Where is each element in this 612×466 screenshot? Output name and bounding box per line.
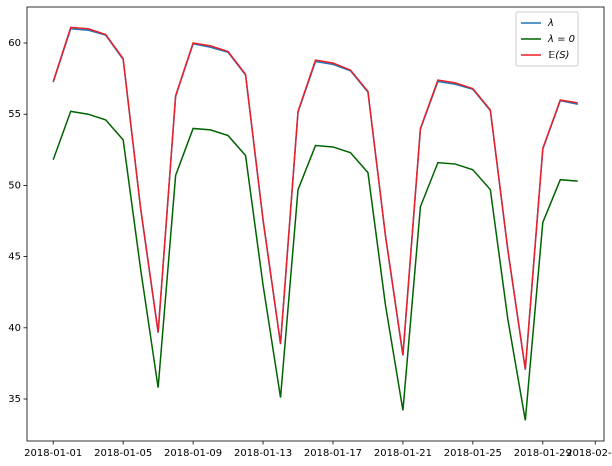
x-tick-label: 2018-01-01: [24, 448, 82, 459]
x-tick-label: 2018-01-29: [514, 448, 572, 459]
y-tick-label: 40: [8, 323, 21, 334]
x-tick-label: 2018-01-09: [164, 448, 222, 459]
series-line: [52, 110, 578, 421]
legend-label: λ: [547, 18, 554, 29]
x-tick-label: 2018-01-25: [444, 448, 502, 459]
legend: λ λ = 0 𝔼(S): [515, 11, 579, 67]
x-tick-label: 2018-01-21: [374, 448, 432, 459]
y-tick-label: 35: [8, 394, 21, 405]
legend-label: 𝔼(S): [548, 50, 569, 61]
plot-frame: [26, 6, 605, 442]
x-tick-label: 2018-01-13: [234, 448, 292, 459]
legend-label: λ = 0: [547, 34, 575, 45]
y-tick-label: 60: [8, 38, 21, 49]
y-tick-label: 55: [8, 109, 21, 120]
series-line: [52, 26, 578, 370]
y-tick-label: 50: [8, 180, 21, 191]
x-tick-label: 2018-01-05: [94, 448, 152, 459]
x-tick-label: 2018-01-17: [304, 448, 362, 459]
y-tick-label: 45: [8, 252, 21, 263]
x-tick-label: 2018-02-01: [566, 448, 612, 459]
legend-box: [515, 11, 579, 67]
